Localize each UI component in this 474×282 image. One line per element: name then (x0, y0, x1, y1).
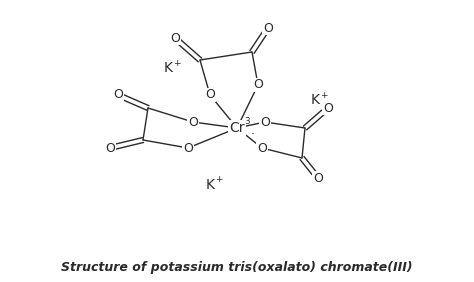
Text: 3: 3 (244, 118, 250, 127)
Text: K: K (206, 178, 215, 192)
Text: K: K (310, 93, 319, 107)
Text: O: O (188, 116, 198, 129)
Text: O: O (253, 78, 263, 91)
Text: O: O (263, 21, 273, 34)
Text: O: O (313, 171, 323, 184)
Text: O: O (105, 142, 115, 155)
Text: O: O (113, 89, 123, 102)
Text: O: O (205, 89, 215, 102)
Text: +: + (215, 175, 223, 184)
Text: K: K (164, 61, 173, 75)
Text: Cr: Cr (229, 121, 245, 135)
Text: O: O (257, 142, 267, 155)
Text: Structure of potassium tris(oxalato) chromate(III): Structure of potassium tris(oxalato) chr… (61, 261, 413, 274)
Text: O: O (170, 32, 180, 45)
Text: +: + (173, 58, 181, 67)
Text: O: O (183, 142, 193, 155)
Text: .: . (251, 124, 255, 136)
Text: O: O (260, 116, 270, 129)
Text: +: + (320, 91, 328, 100)
Text: O: O (323, 102, 333, 114)
